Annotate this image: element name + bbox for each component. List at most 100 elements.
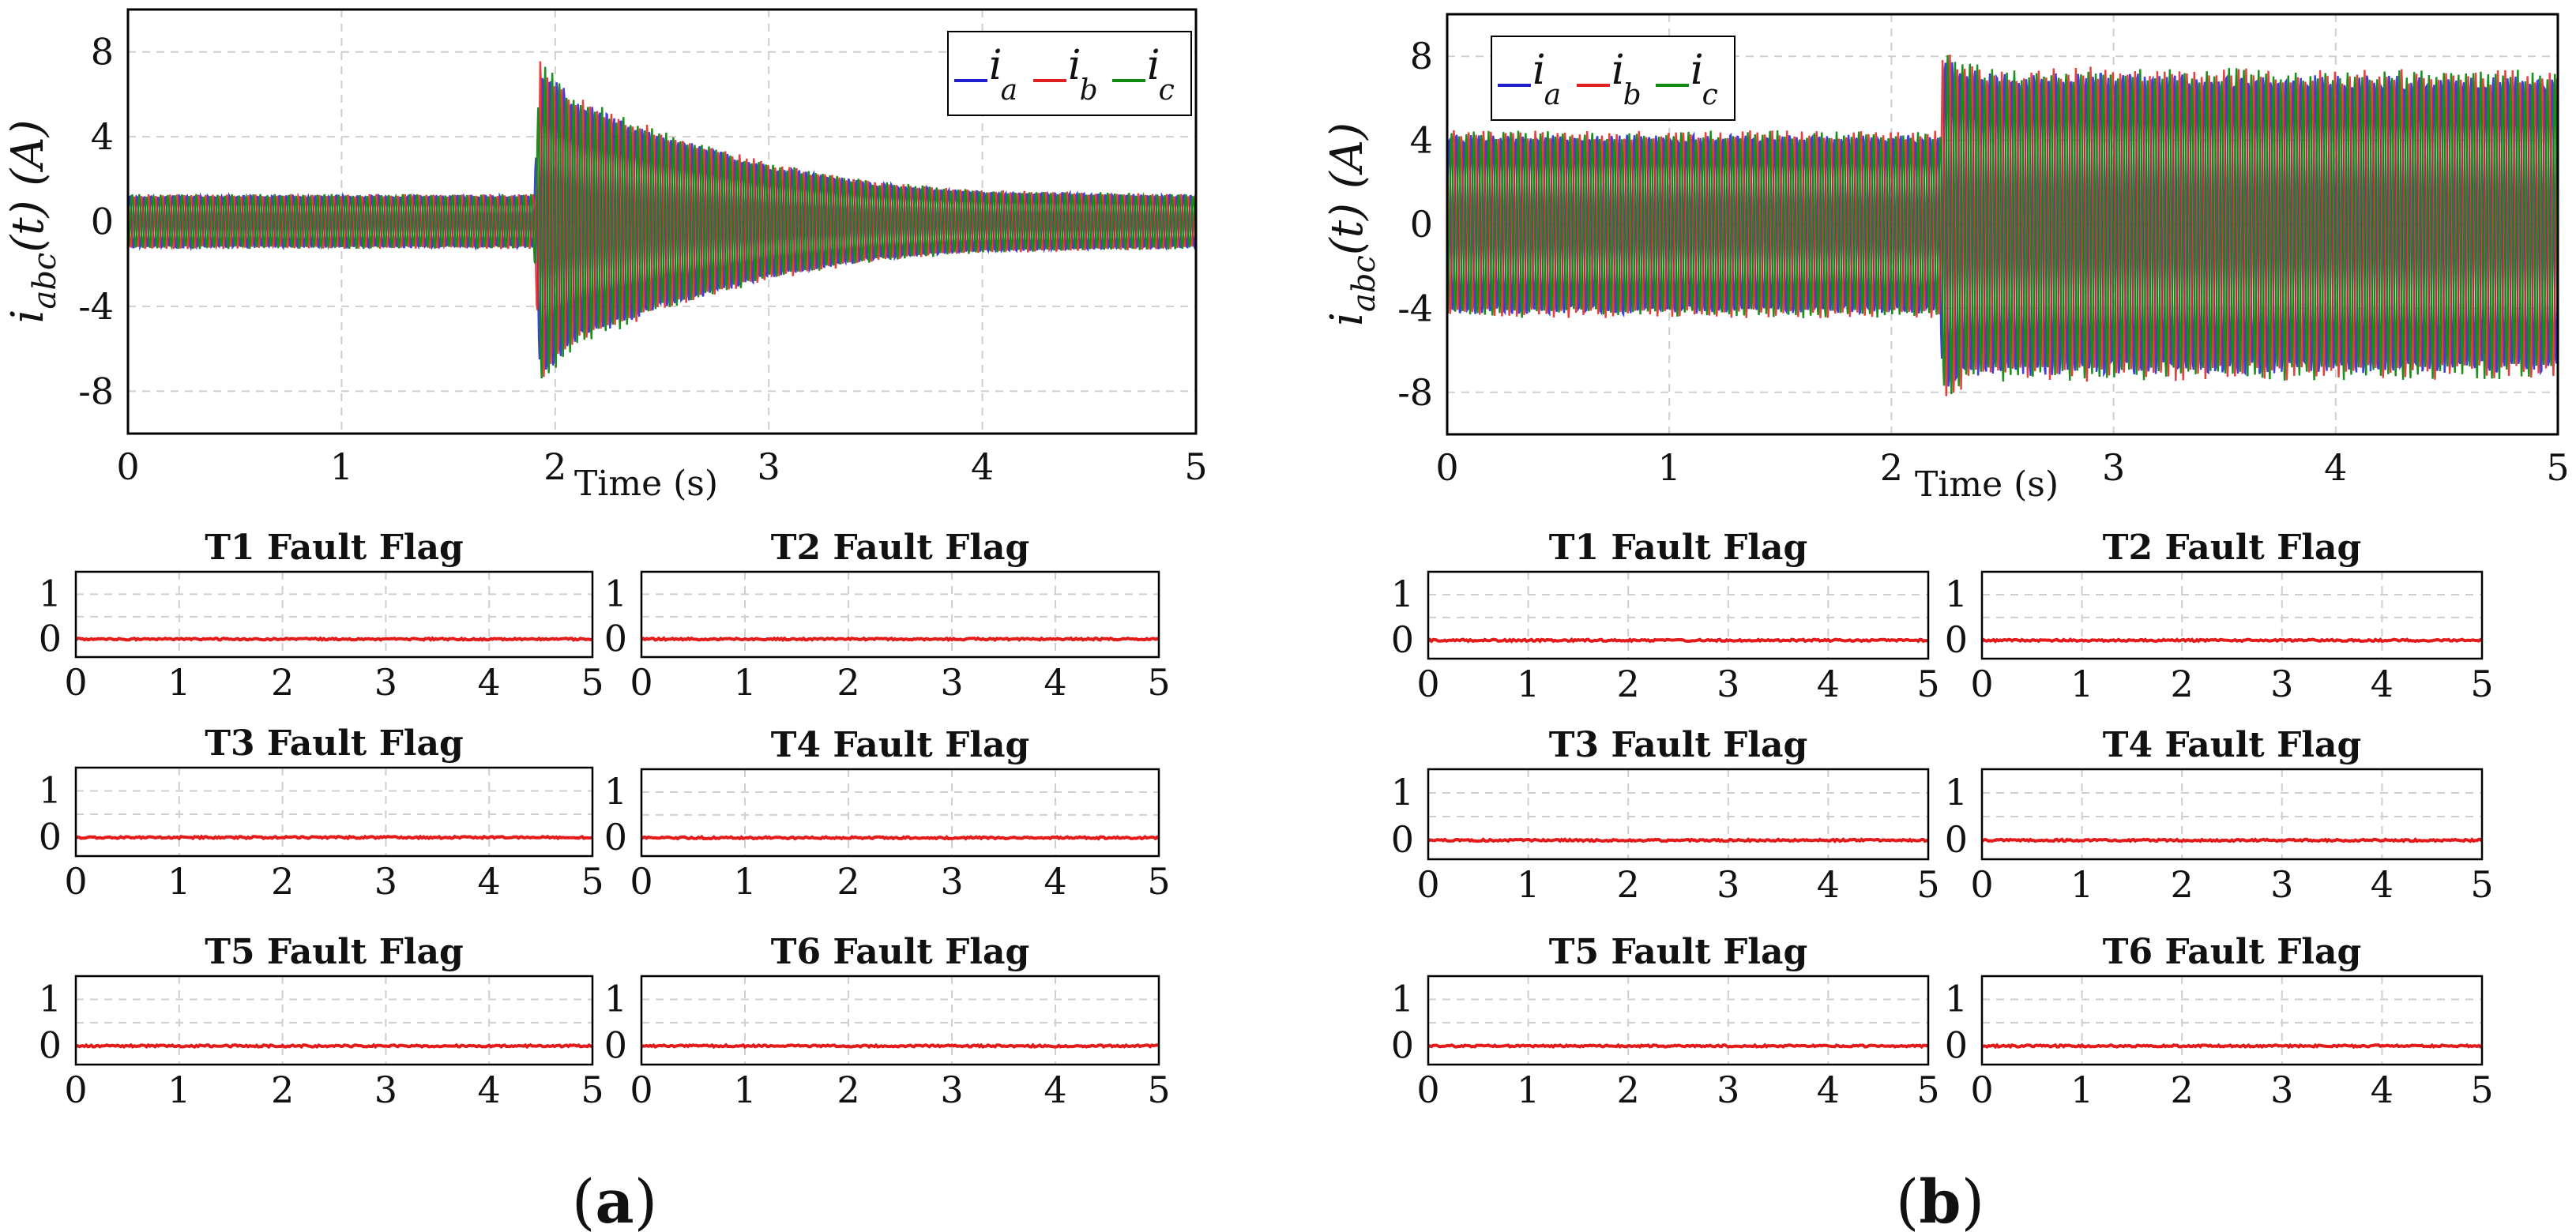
legend-label-sub: c bbox=[1702, 79, 1718, 111]
axes-box bbox=[640, 975, 1160, 1066]
series-line-ia bbox=[128, 77, 1196, 370]
x-tick-label: 4 bbox=[971, 445, 994, 488]
y-tick-label: 4 bbox=[1410, 119, 1433, 162]
y-tick-label: 1 bbox=[604, 572, 627, 614]
x-tick-label: 5 bbox=[1147, 661, 1170, 704]
legend-label-base: i bbox=[1611, 47, 1625, 94]
x-tick-label: 1 bbox=[2070, 663, 2093, 705]
x-tick-label: 1 bbox=[2070, 1069, 2093, 1111]
x-tick-label: 4 bbox=[2371, 663, 2394, 705]
y-tick-label: 0 bbox=[91, 201, 114, 243]
x-tick-label: 4 bbox=[478, 1069, 501, 1111]
y-tick-label: -4 bbox=[78, 285, 114, 328]
flag-line bbox=[1981, 1042, 2484, 1050]
y-axis-label: iabc(t) (A) bbox=[1322, 122, 1382, 326]
y-tick-label: 8 bbox=[1410, 35, 1433, 77]
subplot-title: T5 Fault Flag bbox=[1549, 932, 1808, 972]
legend-label-sub: b bbox=[1623, 79, 1641, 111]
axes-box bbox=[1980, 768, 2484, 861]
x-tick-label: 0 bbox=[1416, 1069, 1439, 1111]
subplot-title: T2 Fault Flag bbox=[2103, 528, 2362, 568]
x-tick-label: 0 bbox=[64, 661, 87, 704]
x-tick-label: 5 bbox=[1147, 1069, 1170, 1111]
subplot-title: T4 Fault Flag bbox=[2103, 725, 2362, 765]
x-tick-label: 0 bbox=[116, 445, 139, 488]
panel-label-open: ( bbox=[572, 1166, 596, 1232]
axes-box bbox=[74, 766, 594, 858]
flag-line bbox=[1427, 837, 1929, 843]
x-tick-label: 1 bbox=[733, 860, 756, 903]
axes-box bbox=[74, 570, 594, 659]
subplot-title: T4 Fault Flag bbox=[771, 725, 1030, 765]
axes-box bbox=[1446, 13, 2559, 436]
x-axis-label: Time (s) bbox=[574, 464, 718, 504]
subplot-title: T5 Fault Flag bbox=[205, 932, 464, 972]
axes-box bbox=[126, 8, 1198, 435]
x-tick-label: 3 bbox=[2270, 863, 2293, 906]
y-tick-label: 1 bbox=[1391, 771, 1414, 813]
y-tick-label: 0 bbox=[39, 815, 62, 858]
x-tick-label: 0 bbox=[630, 661, 652, 704]
subplot-title: T1 Fault Flag bbox=[205, 528, 464, 568]
y-label-sub: abc bbox=[1346, 255, 1382, 312]
y-tick-label: 0 bbox=[1945, 818, 1968, 861]
axes-box bbox=[1980, 975, 2484, 1066]
x-tick-label: 5 bbox=[1184, 445, 1207, 488]
x-tick-label: 0 bbox=[1970, 663, 1993, 705]
x-tick-label: 4 bbox=[1817, 663, 1840, 705]
axes-box bbox=[1427, 975, 1930, 1066]
legend-label-base: i bbox=[1690, 47, 1704, 94]
axes-box bbox=[640, 570, 1160, 659]
x-tick-label: 0 bbox=[1416, 663, 1439, 705]
x-tick-label: 3 bbox=[1717, 663, 1739, 705]
series-line-ib bbox=[128, 61, 1196, 377]
subplot-title: T2 Fault Flag bbox=[771, 528, 1030, 568]
x-tick-label: 2 bbox=[2171, 1069, 2194, 1111]
y-tick-label: 1 bbox=[39, 768, 62, 811]
x-tick-label: 1 bbox=[1517, 1069, 1540, 1111]
axes-box bbox=[1427, 570, 1930, 660]
flag-line bbox=[74, 1042, 593, 1050]
x-tick-label: 5 bbox=[2470, 663, 2493, 705]
x-tick-label: 4 bbox=[1044, 661, 1066, 704]
series-line-ic bbox=[1447, 54, 2558, 395]
flag-line bbox=[641, 1042, 1160, 1050]
x-tick-label: 2 bbox=[837, 1069, 859, 1111]
x-tick-label: 3 bbox=[940, 661, 963, 704]
subplot-title: T3 Fault Flag bbox=[205, 723, 464, 764]
x-tick-label: 2 bbox=[271, 860, 294, 903]
y-tick-label: 1 bbox=[1391, 573, 1414, 615]
y-tick-label: 1 bbox=[1391, 977, 1414, 1020]
panel-label-open: ( bbox=[1896, 1166, 1920, 1232]
y-tick-label: -4 bbox=[1397, 287, 1433, 329]
x-tick-label: 3 bbox=[2270, 1069, 2293, 1111]
x-tick-label: 0 bbox=[1970, 1069, 1993, 1111]
fault-flag-plot-t4: T4 Fault Flag 0 1 2 3 4 5 1 0 bbox=[1945, 725, 2494, 906]
flag-line bbox=[1980, 837, 2484, 843]
x-tick-label: 1 bbox=[1517, 863, 1540, 906]
y-tick-label: 1 bbox=[1945, 771, 1968, 813]
legend-label-sub: b bbox=[1080, 74, 1098, 107]
flag-line bbox=[74, 636, 593, 642]
y-label-tail: (t) (A) bbox=[1322, 122, 1373, 255]
legend-label-sub: a bbox=[1001, 74, 1017, 107]
x-tick-label: 5 bbox=[1147, 860, 1170, 903]
y-tick-label: 1 bbox=[604, 770, 627, 813]
series-line-ia bbox=[1447, 62, 2558, 387]
x-tick-label: 1 bbox=[330, 445, 353, 488]
x-tick-label: 2 bbox=[2171, 863, 2194, 906]
y-label-base: i bbox=[2, 310, 54, 324]
x-tick-label: 2 bbox=[1617, 1069, 1640, 1111]
y-tick-label: 1 bbox=[1945, 573, 1968, 615]
x-tick-label: 3 bbox=[374, 661, 397, 704]
